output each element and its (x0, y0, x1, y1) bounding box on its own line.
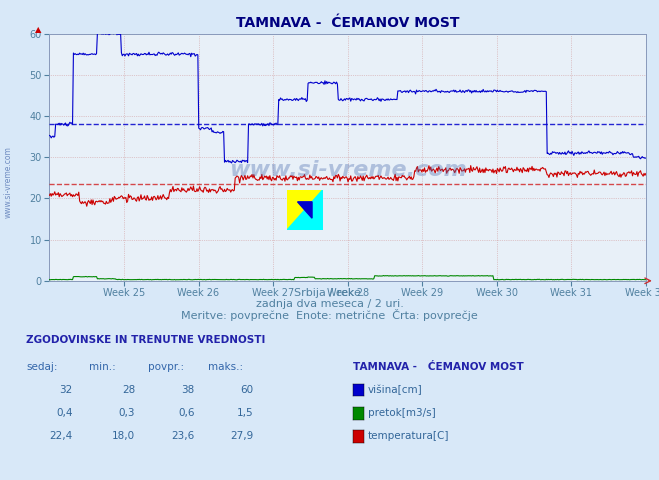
Text: sedaj:: sedaj: (26, 361, 58, 372)
Title: TAMNAVA -  ĆEMANOV MOST: TAMNAVA - ĆEMANOV MOST (236, 16, 459, 30)
Text: temperatura[C]: temperatura[C] (368, 431, 449, 441)
Text: 38: 38 (181, 384, 194, 395)
Polygon shape (298, 202, 312, 218)
Text: 60: 60 (241, 384, 254, 395)
Text: 32: 32 (59, 384, 72, 395)
Text: 0,4: 0,4 (56, 408, 72, 418)
Text: 23,6: 23,6 (171, 431, 194, 441)
Text: 18,0: 18,0 (112, 431, 135, 441)
Text: www.si-vreme.com: www.si-vreme.com (229, 159, 467, 180)
Text: povpr.:: povpr.: (148, 361, 185, 372)
Text: Srbija / reke.: Srbija / reke. (295, 288, 364, 298)
Text: maks.:: maks.: (208, 361, 243, 372)
Text: višina[cm]: višina[cm] (368, 384, 422, 395)
Text: ZGODOVINSKE IN TRENUTNE VREDNOSTI: ZGODOVINSKE IN TRENUTNE VREDNOSTI (26, 335, 266, 345)
Text: Meritve: povprečne  Enote: metrične  Črta: povprečje: Meritve: povprečne Enote: metrične Črta:… (181, 309, 478, 321)
Text: 22,4: 22,4 (49, 431, 72, 441)
Polygon shape (287, 190, 323, 230)
Text: www.si-vreme.com: www.si-vreme.com (3, 146, 13, 218)
Text: TAMNAVA -   ĆEMANOV MOST: TAMNAVA - ĆEMANOV MOST (353, 361, 523, 372)
Polygon shape (287, 190, 323, 230)
Text: 0,6: 0,6 (178, 408, 194, 418)
Text: pretok[m3/s]: pretok[m3/s] (368, 408, 436, 418)
Text: min.:: min.: (89, 361, 116, 372)
Text: 1,5: 1,5 (237, 408, 254, 418)
Text: 0,3: 0,3 (119, 408, 135, 418)
Text: zadnja dva meseca / 2 uri.: zadnja dva meseca / 2 uri. (256, 299, 403, 309)
Text: 27,9: 27,9 (231, 431, 254, 441)
Text: 28: 28 (122, 384, 135, 395)
Text: ▲: ▲ (35, 24, 42, 34)
